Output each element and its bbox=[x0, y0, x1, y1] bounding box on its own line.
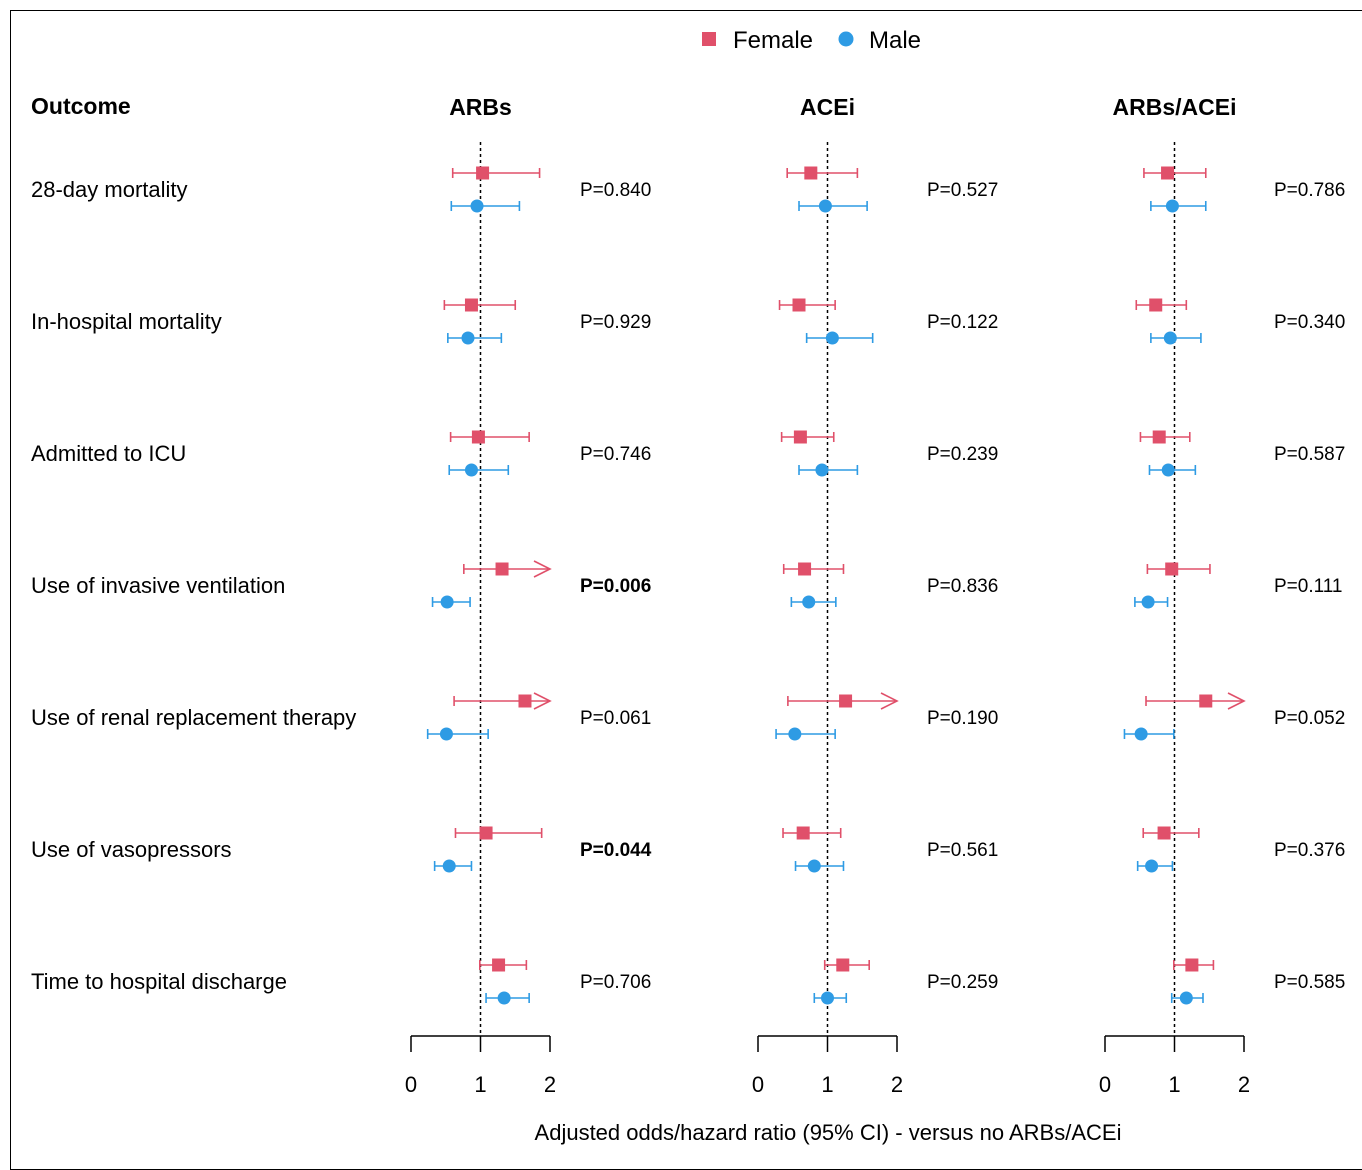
outcome-label: Use of invasive ventilation bbox=[31, 573, 285, 598]
p-value-label: P=0.786 bbox=[1274, 180, 1345, 201]
male-point bbox=[470, 199, 484, 213]
p-value-label: P=0.706 bbox=[580, 972, 651, 993]
female-point bbox=[495, 562, 509, 576]
x-tick-label: 1 bbox=[1168, 1072, 1180, 1097]
female-point bbox=[836, 958, 850, 972]
legend-male-label: Male bbox=[869, 27, 921, 54]
male-point bbox=[802, 595, 816, 609]
p-value-label: P=0.239 bbox=[927, 444, 998, 465]
female-ci-arrow bbox=[880, 692, 899, 710]
female-point bbox=[518, 694, 532, 708]
male-point bbox=[818, 199, 832, 213]
panel-title: ARBs/ACEi bbox=[1113, 94, 1237, 120]
female-point bbox=[1161, 166, 1175, 180]
x-tick-label: 1 bbox=[821, 1072, 833, 1097]
female-point bbox=[798, 562, 812, 576]
female-point bbox=[464, 298, 478, 312]
male-point bbox=[807, 859, 821, 873]
male-point bbox=[1161, 463, 1175, 477]
outcome-label: In-hospital mortality bbox=[31, 309, 222, 334]
p-value-label: P=0.111 bbox=[1274, 576, 1343, 597]
p-value-label: P=0.340 bbox=[1274, 312, 1345, 333]
male-point bbox=[464, 463, 478, 477]
x-tick-label: 2 bbox=[544, 1072, 556, 1097]
male-point bbox=[1145, 859, 1159, 873]
female-point bbox=[1152, 430, 1166, 444]
p-value-label: P=0.259 bbox=[927, 972, 998, 993]
female-point bbox=[839, 694, 853, 708]
outcome-label: Time to hospital discharge bbox=[31, 969, 287, 994]
male-point bbox=[821, 991, 834, 1005]
female-point bbox=[796, 826, 810, 840]
male-point bbox=[1179, 991, 1193, 1005]
male-point bbox=[439, 727, 453, 741]
p-value-label: P=0.840 bbox=[580, 180, 651, 201]
p-value-label: P=0.527 bbox=[927, 180, 998, 201]
female-point bbox=[476, 166, 490, 180]
male-point bbox=[815, 463, 829, 477]
male-point bbox=[440, 595, 454, 609]
outcome-label: Use of vasopressors bbox=[31, 837, 232, 862]
female-point bbox=[792, 298, 806, 312]
male-point bbox=[442, 859, 456, 873]
outcome-label: Admitted to ICU bbox=[31, 441, 186, 466]
legend-female-marker bbox=[702, 32, 716, 46]
male-point bbox=[1134, 727, 1148, 741]
x-tick-label: 2 bbox=[891, 1072, 903, 1097]
p-value-label: P=0.376 bbox=[1274, 840, 1345, 861]
female-point bbox=[1185, 958, 1199, 972]
p-value-label: P=0.190 bbox=[927, 708, 998, 729]
p-value-label: P=0.052 bbox=[1274, 708, 1345, 729]
p-value-label: P=0.746 bbox=[580, 444, 651, 465]
p-value-label: P=0.061 bbox=[580, 708, 651, 729]
legend-female-label: Female bbox=[733, 27, 813, 54]
x-tick-label: 2 bbox=[1238, 1072, 1250, 1097]
p-value-label: P=0.836 bbox=[927, 576, 998, 597]
x-tick-label: 0 bbox=[405, 1072, 417, 1097]
male-point bbox=[788, 727, 802, 741]
female-point bbox=[793, 430, 807, 444]
female-point bbox=[1149, 298, 1163, 312]
male-point bbox=[825, 331, 839, 345]
male-point bbox=[1163, 331, 1177, 345]
outcome-label: Use of renal replacement therapy bbox=[31, 705, 356, 730]
p-value-label: P=0.929 bbox=[580, 312, 651, 333]
x-tick-label: 1 bbox=[474, 1072, 486, 1097]
p-value-label: P=0.006 bbox=[580, 576, 651, 597]
outcome-label: 28-day mortality bbox=[31, 177, 188, 202]
x-tick-label: 0 bbox=[752, 1072, 764, 1097]
female-point bbox=[471, 430, 485, 444]
female-point bbox=[1165, 562, 1179, 576]
panel-title: ARBs bbox=[449, 94, 512, 120]
female-point bbox=[804, 166, 818, 180]
p-value-label: P=0.561 bbox=[927, 840, 998, 861]
female-ci-arrow bbox=[533, 560, 552, 578]
female-ci-arrow bbox=[1227, 692, 1246, 710]
male-point bbox=[461, 331, 475, 345]
male-point bbox=[1141, 595, 1155, 609]
panel-title: ACEi bbox=[800, 94, 855, 120]
female-point bbox=[1199, 694, 1213, 708]
legend-male-marker bbox=[838, 31, 854, 47]
x-axis-label: Adjusted odds/hazard ratio (95% CI) - ve… bbox=[535, 1120, 1122, 1145]
p-value-label: P=0.587 bbox=[1274, 444, 1345, 465]
female-point bbox=[492, 958, 506, 972]
p-value-label: P=0.122 bbox=[927, 312, 998, 333]
p-value-label: P=0.044 bbox=[580, 840, 652, 861]
female-ci-arrow bbox=[533, 692, 552, 710]
p-value-label: P=0.585 bbox=[1274, 972, 1345, 993]
x-tick-label: 0 bbox=[1099, 1072, 1111, 1097]
female-point bbox=[1157, 826, 1171, 840]
male-point bbox=[1165, 199, 1179, 213]
female-point bbox=[479, 826, 493, 840]
male-point bbox=[497, 991, 511, 1005]
outcome-header: Outcome bbox=[31, 93, 131, 119]
